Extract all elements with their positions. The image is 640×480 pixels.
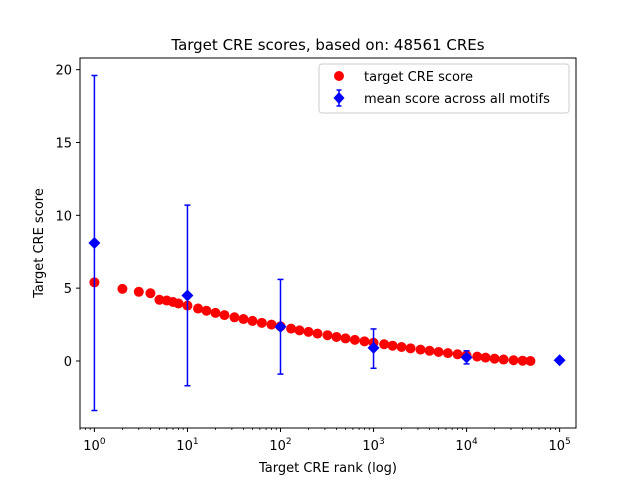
x-tick-label: 103 xyxy=(362,437,384,454)
target-score-point xyxy=(415,344,426,355)
target-score-point xyxy=(201,305,212,316)
x-tick-label: 100 xyxy=(83,437,106,454)
target-score-point xyxy=(266,319,277,330)
target-score-point xyxy=(238,314,249,325)
target-score-point xyxy=(193,303,204,314)
target-score-point xyxy=(480,352,491,363)
target-score-point xyxy=(256,317,267,328)
target-score-point xyxy=(442,348,453,359)
target-score-point xyxy=(525,355,536,366)
target-score-point xyxy=(349,334,360,345)
target-score-point xyxy=(322,330,333,341)
target-score-point xyxy=(294,325,305,336)
legend: target CRE score mean score across all m… xyxy=(318,63,570,114)
target-score-point xyxy=(405,343,416,354)
target-score-point xyxy=(210,307,221,318)
y-tick-label: 5 xyxy=(64,282,72,297)
x-axis: 100 101 102 103 104 105 xyxy=(79,428,571,454)
target-score-point xyxy=(359,336,370,347)
target-score-point xyxy=(508,355,519,366)
target-score-point xyxy=(303,326,314,337)
mean-score-point xyxy=(181,289,194,302)
target-score-point xyxy=(173,298,184,309)
y-axis-label: Target CRE score xyxy=(32,188,47,299)
target-score-point xyxy=(452,349,463,360)
y-tick-label: 15 xyxy=(55,136,72,151)
target-score-point xyxy=(387,340,398,351)
target-score-point xyxy=(117,283,128,294)
y-tick-label: 10 xyxy=(55,209,72,224)
legend-label-mean-score: mean score across all motifs xyxy=(364,92,550,107)
x-tick-label: 105 xyxy=(548,437,570,454)
target-score-point xyxy=(498,354,509,365)
target-score-point xyxy=(145,288,156,299)
target-score-point xyxy=(247,315,258,326)
target-score-point xyxy=(219,310,230,321)
y-axis: 0 5 10 15 20 xyxy=(55,64,80,370)
target-score-point xyxy=(517,355,528,366)
target-score-point xyxy=(331,331,342,342)
legend-marker-mean-score xyxy=(333,92,345,104)
target-score-point xyxy=(312,328,323,339)
legend-box xyxy=(318,63,570,114)
y-tick-label: 20 xyxy=(55,64,72,79)
target-score-point xyxy=(424,345,435,356)
x-tick-label: 104 xyxy=(455,437,478,454)
plot-frame xyxy=(79,57,577,429)
target-score-point xyxy=(396,342,407,353)
x-axis-label: Target CRE rank (log) xyxy=(258,461,397,476)
target-score-point xyxy=(489,353,500,364)
legend-label-target-score: target CRE score xyxy=(364,70,473,85)
target-score-point xyxy=(472,351,483,362)
mean-score-point xyxy=(274,320,287,333)
target-score-point xyxy=(433,346,444,357)
mean-score-point xyxy=(88,237,101,249)
y-tick-label: 0 xyxy=(64,355,72,370)
x-tick-label: 101 xyxy=(176,437,198,454)
target-score-point xyxy=(379,339,390,350)
plot-area xyxy=(88,74,566,412)
target-score-point xyxy=(286,323,297,334)
target-score-point xyxy=(340,333,351,344)
target-score-point xyxy=(133,286,144,297)
legend-marker-target-score xyxy=(334,71,344,81)
target-score-point xyxy=(229,312,240,323)
mean-score-point xyxy=(460,351,473,364)
mean-score-point xyxy=(553,354,566,367)
target-score-point xyxy=(154,294,165,305)
chart-title: Target CRE scores, based on: 48561 CREs xyxy=(170,36,484,54)
x-tick-label: 102 xyxy=(269,437,291,454)
mean-score-point xyxy=(367,341,380,354)
